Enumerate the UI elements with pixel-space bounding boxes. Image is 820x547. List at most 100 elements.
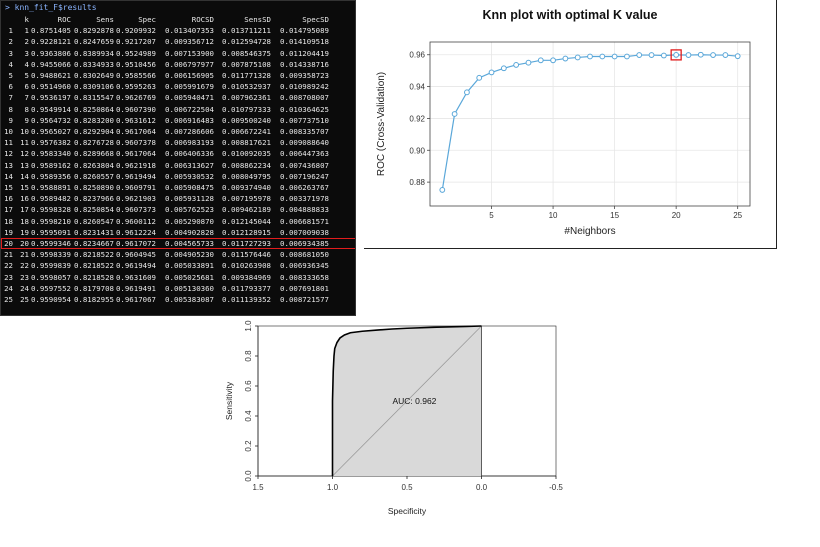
table-row: 10 10 0.9565027 0.8292904 0.9617064 0.0072866… [1,126,355,137]
row-index: 24 [4,283,13,293]
table-cell: 0.9607378 [115,138,156,148]
row-index: 15 [4,183,13,192]
table-cell: 0.007737510 [280,115,329,125]
data-point [451,111,458,117]
table-cell: 0.9598339 [30,250,71,260]
row-index: 16 [4,194,13,204]
row-index: 5 [8,71,13,80]
data-point [500,65,507,72]
row-index: 13 [4,160,13,170]
y-tick-label: 0.0 [244,470,253,482]
data-point [734,53,741,60]
data-point [488,69,495,76]
table-cell: 0.005940471 [165,93,214,103]
table-cell: 18 [20,216,29,226]
table-cell: 0.9588891 [30,183,71,192]
table-cell: 0.005908475 [165,183,214,192]
table-cell: 0.010092035 [222,149,271,159]
table-cell: 0.9612224 [115,227,156,237]
column-header: k [24,15,29,24]
table-cell: 0.9597552 [30,283,71,293]
table-cell: 0.8250854 [73,205,114,215]
y-tick-label: 0.96 [409,51,425,60]
table-cell: 0.9514960 [30,82,71,92]
data-point [464,89,470,96]
table-cell: 0.012594728 [222,37,271,47]
table-row: 17 17 0.9598328 0.8250854 0.9607373 0.0057625… [1,204,355,215]
table-cell: 0.8289668 [73,149,114,159]
table-cell: 0.006722504 [165,104,214,114]
table-row: 15 15 0.9588891 0.8250890 0.9609791 0.0059084… [1,182,355,193]
table-cell: 0.009088640 [280,138,329,148]
table-cell: 0.8182955 [73,295,114,304]
table-cell: 0.9590954 [30,295,71,304]
table-cell: 0.014338716 [280,59,329,69]
table-cell: 0.9631609 [115,272,156,282]
table-row: 24 24 0.9597552 0.8179708 0.9619491 0.0051303… [1,283,355,294]
table-cell: 0.9564732 [30,115,71,125]
table-cell: 0.007195978 [222,194,271,204]
row-index: 9 [8,115,13,125]
x-tick-label: 25 [733,211,742,220]
table-cell: 0.008333658 [280,272,329,282]
table-cell: 0.005033891 [165,261,214,271]
table-row: 8 8 0.9549914 0.8250864 0.9607390 0.006722504… [1,104,355,115]
table-cell: 0.004902828 [165,227,214,237]
table-cell: 0.006156905 [165,71,214,80]
plot-frame [429,41,751,207]
row-index: 11 [4,138,13,148]
data-point [513,62,520,68]
data-point [587,53,593,60]
table-cell: 0.9619491 [115,283,156,293]
roc-plot: 1.5 1.0 0.5 0.0 -0.5 0.0 0.2 0.4 0.6 0.8 1.0 Specif… [224,320,563,516]
table-cell: 0.8292878 [73,26,114,36]
table-cell: 0.008817621 [222,138,271,148]
table-cell: 0.011727293 [222,239,271,248]
table-cell: 24 [20,283,29,293]
table-cell: 0.8250890 [73,183,114,192]
y-tick-label: 0.6 [244,380,253,392]
data-point [525,59,532,66]
data-point [599,53,606,60]
table-row: 7 7 0.9536197 0.8315547 0.9626769 0.005940471… [1,92,355,103]
row-index: 2 [8,37,13,47]
data-point [648,52,655,58]
table-cell: 22 [20,261,29,271]
table-row: 22 22 0.9599839 0.8218522 0.9619494 0.0050338… [1,260,355,271]
table-cell: 0.9617072 [115,239,156,248]
table-cell: 0.006406336 [165,149,214,159]
table-cell: 0.8292904 [73,127,114,136]
table-cell: 0.9589162 [30,160,71,170]
row-index: 1 [8,26,13,36]
table-cell: 25 [20,295,29,304]
x-tick-label: 1.0 [327,483,339,492]
table-cell: 0.9617064 [115,127,156,136]
data-point [476,74,483,81]
table-cell: 0.006916483 [165,115,214,125]
data-point [574,54,581,61]
data-point [439,187,446,193]
auc-annotation: AUC: 0.962 [392,396,436,406]
table-row: 23 23 0.9598057 0.8218528 0.9631609 0.0050256… [1,272,355,283]
table-cell: 23 [20,272,29,282]
x-tick-label: -0.5 [549,483,563,492]
table-cell: 0.8250864 [73,104,114,114]
table-cell: 0.008721577 [280,295,329,304]
table-cell: 0.9565027 [30,127,71,136]
console-panel: > knn_fit_F$results k ROC Sens Spec ROCSD Sen… [0,0,356,316]
table-cell: 6 [24,82,29,92]
table-cell: 17 [20,205,29,215]
table-cell: 0.9576382 [30,138,71,148]
table-cell: 0.8234667 [73,239,114,248]
table-row-highlighted: 20 20 0.9599346 0.8234667 0.9617072 0.0045657… [1,238,355,250]
table-row: 25 25 0.9590954 0.8182955 0.9617067 0.0053830… [1,294,355,305]
table-cell: 0.8218528 [73,272,114,282]
table-cell: 0.014109518 [280,37,329,47]
table-cell: 0.8218522 [73,261,114,271]
table-cell: 10 [20,127,29,136]
table-cell: 0.006263767 [280,183,329,192]
y-tick-label: 0.94 [409,83,425,92]
knn-plot: Knn plot with optimal K value 5 10 15 20 25 0.… [376,8,751,237]
table-cell: 0.9607373 [115,205,156,215]
x-tick-label: 20 [672,211,681,220]
